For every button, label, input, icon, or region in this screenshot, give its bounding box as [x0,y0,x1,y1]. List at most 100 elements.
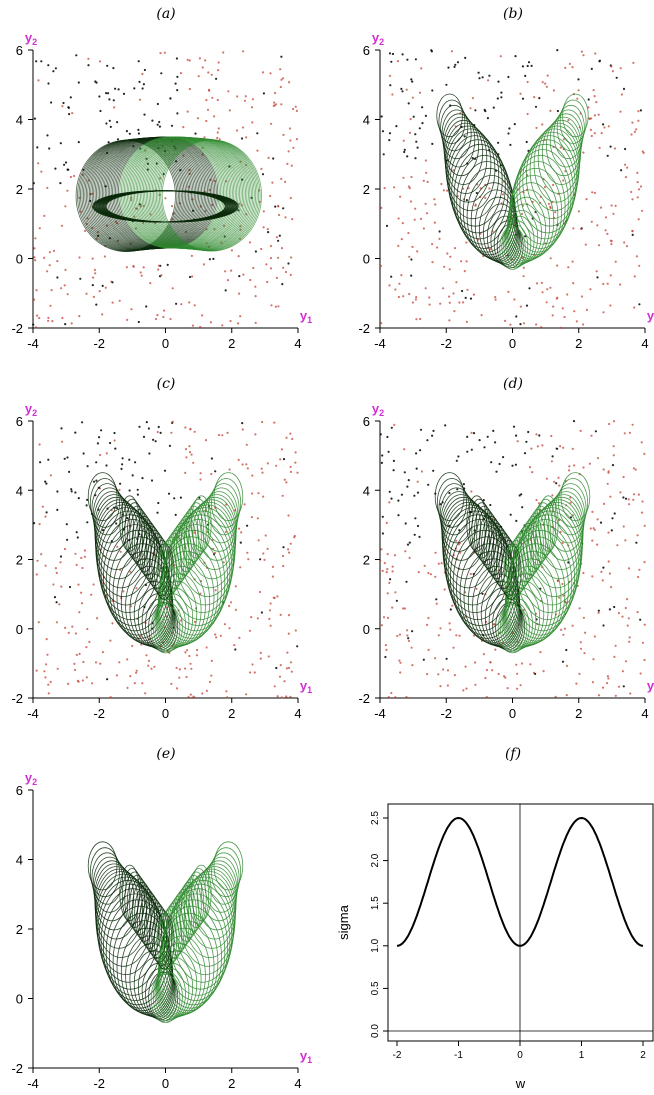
data-point [44,515,47,518]
data-point [163,309,166,312]
data-point [58,603,61,606]
data-point [593,191,597,194]
curve-overlay [436,93,589,270]
data-point [448,319,451,322]
data-point [450,50,453,53]
tube-ring [157,573,202,647]
data-point [403,448,406,451]
data-point [175,57,178,60]
data-point [105,92,108,95]
data-point [164,197,167,200]
data-point [615,76,618,79]
data-point [448,295,451,298]
data-point [380,624,383,627]
data-point [380,115,383,118]
data-point [448,268,451,271]
panel-label: (a) [156,6,175,22]
data-point [414,517,417,520]
data-point [75,653,78,657]
data-point [253,671,256,674]
data-point [386,592,389,595]
data-point [260,247,263,251]
data-point [262,226,265,229]
data-point [490,461,493,464]
data-point [596,224,599,227]
data-point [631,121,634,124]
data-point [638,568,641,571]
data-point [101,651,104,654]
data-point [504,319,507,322]
data-point [282,133,285,136]
data-point [215,636,218,639]
data-point [147,659,151,663]
tube-ring [555,483,587,536]
data-point [159,52,162,55]
data-point [228,109,231,112]
data-point [174,82,177,85]
data-point [397,217,400,220]
data-point [289,139,292,142]
data-point [443,588,446,591]
data-point [503,675,506,678]
data-point [56,490,59,493]
data-point [287,632,290,635]
data-point [535,323,538,326]
data-point [40,170,43,173]
data-point [432,429,435,432]
data-point [514,55,517,58]
data-point [225,690,228,693]
data-point [202,263,205,266]
data-point [565,664,569,668]
data-point [575,682,578,685]
data-point [380,322,383,325]
data-point [425,212,429,215]
data-point [284,270,287,274]
tube-ring [508,174,559,258]
y-tick-label: 0 [363,252,370,267]
data-point [43,214,46,217]
data-point [591,510,594,513]
data-point [61,316,64,320]
data-point [212,257,215,260]
data-point [276,695,279,698]
data-point [582,466,585,469]
data-point [489,661,492,664]
data-point [251,492,254,495]
data-point [388,490,391,493]
data-point [519,323,522,326]
data-point [589,527,592,530]
data-point [425,171,428,174]
data-point [251,663,254,666]
data-point [420,67,423,70]
data-point [448,301,451,304]
x-tick-label: -2 [93,706,105,721]
data-point [81,421,84,424]
data-point [52,583,55,586]
data-point [68,470,71,473]
data-point [135,669,138,672]
data-point [426,180,429,183]
data-point [435,598,438,601]
data-point [282,546,285,549]
data-point [115,507,119,510]
data-point [606,682,609,685]
data-point [599,521,603,524]
data-point [572,282,575,285]
panel-f: (f) -2 -1 0 1 2 0.0 0.5 1.0 1.5 2.0 2.5 w sigma [336,746,654,1091]
y-tick-label: 6 [363,414,370,429]
tube-ring [450,524,515,632]
data-point [49,304,52,307]
y-tick-label: 0 [16,252,23,267]
data-point [276,595,279,598]
data-point [409,118,412,121]
data-point [457,455,460,458]
data-point [288,81,291,84]
data-point [639,109,643,112]
data-point [484,110,487,113]
data-point [538,434,541,437]
data-point [426,623,429,627]
data-point [385,648,388,652]
data-point [135,671,138,674]
data-point [522,266,525,269]
data-point [257,539,260,542]
